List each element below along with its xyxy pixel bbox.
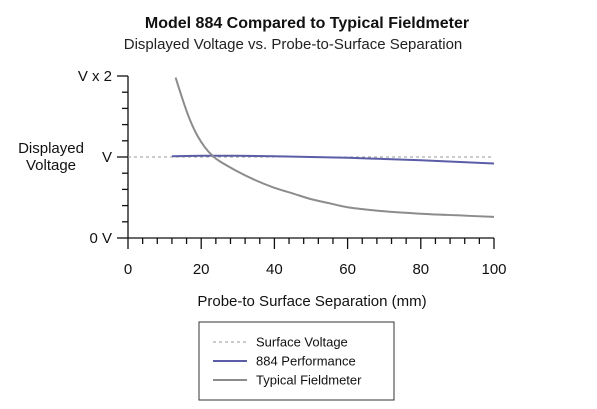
x-tick-label: 100 bbox=[481, 261, 506, 278]
plot-area bbox=[128, 77, 495, 218]
y-axis-label-line: Voltage bbox=[26, 157, 76, 174]
series-typical-fieldmeter-line bbox=[174, 77, 495, 218]
y-axis-label-line: Displayed bbox=[18, 140, 84, 157]
chart-title: Model 884 Compared to Typical Fieldmeter bbox=[145, 15, 469, 32]
axes: 0 20 40 60 80 100 0 V V V x 2 bbox=[78, 68, 507, 278]
x-tick-label: 20 bbox=[193, 261, 210, 278]
legend: Surface Voltage 884 Performance Typical Fi… bbox=[198, 321, 395, 401]
x-tick-label: 0 bbox=[124, 261, 132, 278]
legend-surface-voltage-label: Surface Voltage bbox=[256, 335, 348, 350]
x-axis-label: Probe-to Surface Separation (mm) bbox=[197, 293, 426, 310]
series-884-performance-line bbox=[171, 154, 495, 165]
legend-typical-fieldmeter-label: Typical Fieldmeter bbox=[256, 373, 362, 388]
x-tick-label: 80 bbox=[412, 261, 429, 278]
chart-subtitle: Displayed Voltage vs. Probe-to-Surface S… bbox=[124, 36, 463, 53]
y-tick-label: 0 V bbox=[89, 230, 112, 247]
x-tick-label: 60 bbox=[339, 261, 356, 278]
x-tick-label: 40 bbox=[266, 261, 283, 278]
legend-884-performance-label: 884 Performance bbox=[256, 354, 356, 369]
y-tick-label: V bbox=[102, 149, 112, 166]
y-tick-label: V x 2 bbox=[78, 68, 112, 85]
